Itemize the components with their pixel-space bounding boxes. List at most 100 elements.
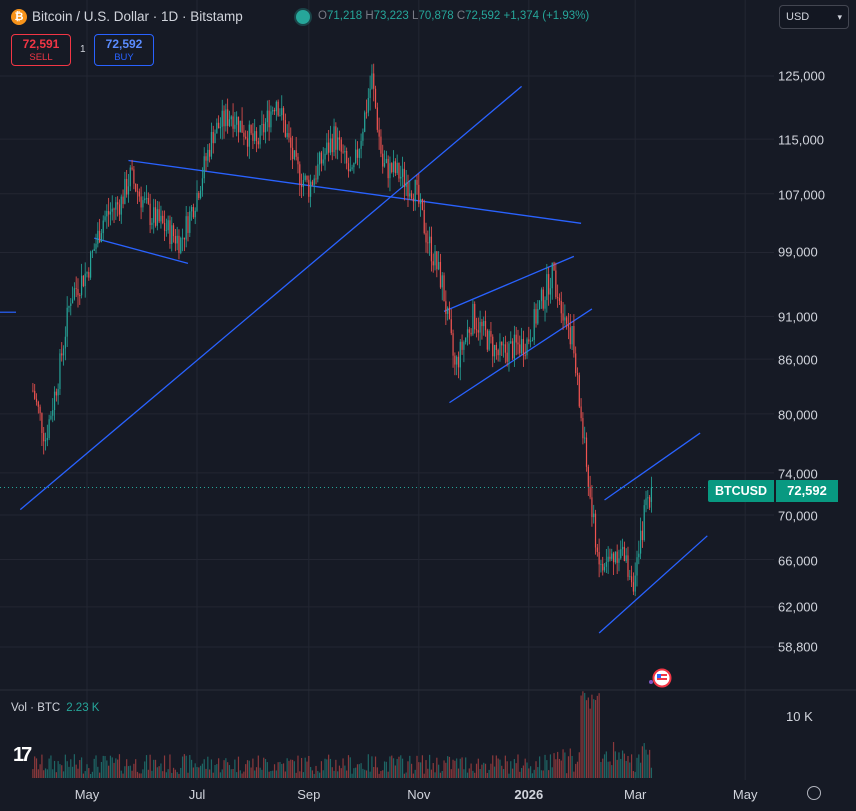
candle-body: [502, 344, 505, 346]
volume-bar: [479, 769, 481, 778]
volume-bar: [645, 749, 647, 778]
symbol-title[interactable]: Bitcoin / U.S. Dollar · 1D · Bitstamp: [32, 9, 243, 24]
candle-body: [602, 563, 604, 571]
volume-bar: [284, 771, 286, 778]
candle-body: [228, 119, 231, 126]
volume-bar: [548, 770, 550, 778]
volume-bar: [192, 767, 194, 778]
market-status-icon[interactable]: [296, 10, 310, 24]
candle-body: [506, 352, 508, 362]
volume-bar: [95, 755, 97, 778]
volume-bar: [555, 759, 557, 778]
volume-bar: [319, 772, 321, 778]
candle-body: [576, 373, 579, 376]
economic-event-icon[interactable]: [647, 668, 673, 688]
sell-button[interactable]: 72,591 SELL: [11, 34, 71, 66]
time-axis-label: Jul: [188, 787, 206, 802]
candle-body: [203, 156, 205, 179]
candle-body: [232, 116, 234, 129]
currency-select[interactable]: USD ▾: [779, 5, 849, 29]
volume-bar: [373, 767, 375, 778]
volume-bar: [600, 762, 602, 778]
volume-bar: [255, 767, 258, 778]
volume-bar: [557, 751, 559, 778]
candle-body: [176, 235, 178, 244]
tradingview-logo[interactable]: 17: [13, 744, 32, 766]
candle-body: [362, 131, 364, 141]
candle-body: [573, 326, 575, 354]
price-axis-label: 66,000: [778, 553, 818, 569]
candle-body: [62, 348, 65, 356]
time-axis-label: Nov: [407, 787, 431, 802]
candle-body: [252, 133, 254, 141]
candle-body: [82, 275, 84, 287]
price-axis-label: 70,000: [778, 508, 818, 524]
candle-body: [450, 319, 452, 334]
volume-bar: [237, 756, 240, 778]
candle-body: [623, 546, 625, 562]
candle-body: [230, 116, 232, 120]
price-axis-label: 115,000: [778, 132, 825, 148]
candle-body: [582, 418, 584, 439]
candle-body: [57, 389, 59, 396]
buy-button[interactable]: 72,592 BUY: [94, 34, 154, 66]
candle-body: [246, 138, 249, 147]
candle-body: [108, 211, 110, 215]
volume-legend[interactable]: Vol · BTC 2.23 K: [11, 702, 99, 714]
volume-bar: [306, 761, 308, 778]
candle-body: [50, 415, 52, 420]
volume-bar: [281, 763, 283, 778]
candle-body: [270, 111, 272, 128]
volume-bar: [553, 753, 555, 778]
volume-bar: [369, 771, 371, 778]
candle-body: [37, 401, 39, 407]
candle-body: [335, 126, 337, 150]
volume-bar: [290, 759, 292, 778]
volume-bar: [79, 760, 81, 778]
volume-bar: [391, 755, 393, 778]
volume-bar: [634, 771, 636, 778]
candle-body: [225, 109, 227, 127]
volume-bar: [344, 765, 346, 778]
candle-body: [77, 289, 79, 296]
candle-body: [401, 168, 404, 177]
volume-bar: [39, 764, 41, 778]
volume-bar: [542, 770, 544, 778]
candle-body: [52, 410, 54, 416]
volume-bar: [97, 766, 99, 778]
volume-bar: [104, 756, 106, 778]
volume-bar: [145, 755, 148, 778]
volume-bar: [436, 757, 438, 778]
candle-body: [288, 133, 290, 138]
volume-bar: [571, 755, 573, 778]
candle-body: [144, 198, 146, 201]
volume-bar: [68, 766, 70, 778]
candle-group: [32, 63, 653, 597]
gear-icon[interactable]: [807, 786, 821, 800]
volume-bar: [310, 766, 312, 778]
candle-body: [472, 303, 474, 335]
candle-body: [64, 336, 66, 349]
candle-body: [127, 186, 130, 195]
volume-bar: [602, 758, 604, 778]
candle-body: [434, 251, 436, 266]
candle-body: [189, 211, 191, 233]
volume-bar: [297, 755, 299, 778]
candle-body: [544, 300, 546, 309]
volume-bar: [567, 756, 570, 778]
volume-bar: [515, 763, 517, 778]
candle-body: [261, 123, 263, 126]
volume-bar: [493, 766, 496, 778]
candle-body: [243, 132, 245, 137]
volume-bar: [144, 761, 146, 778]
candle-body: [151, 222, 153, 226]
candle-body: [311, 181, 314, 185]
candle-body: [124, 178, 126, 204]
volume-bar: [611, 765, 613, 778]
candle-body: [158, 209, 160, 222]
candle-body: [508, 343, 510, 362]
volume-bar: [412, 773, 414, 778]
candle-body: [420, 199, 422, 204]
volume-bar: [124, 766, 126, 778]
